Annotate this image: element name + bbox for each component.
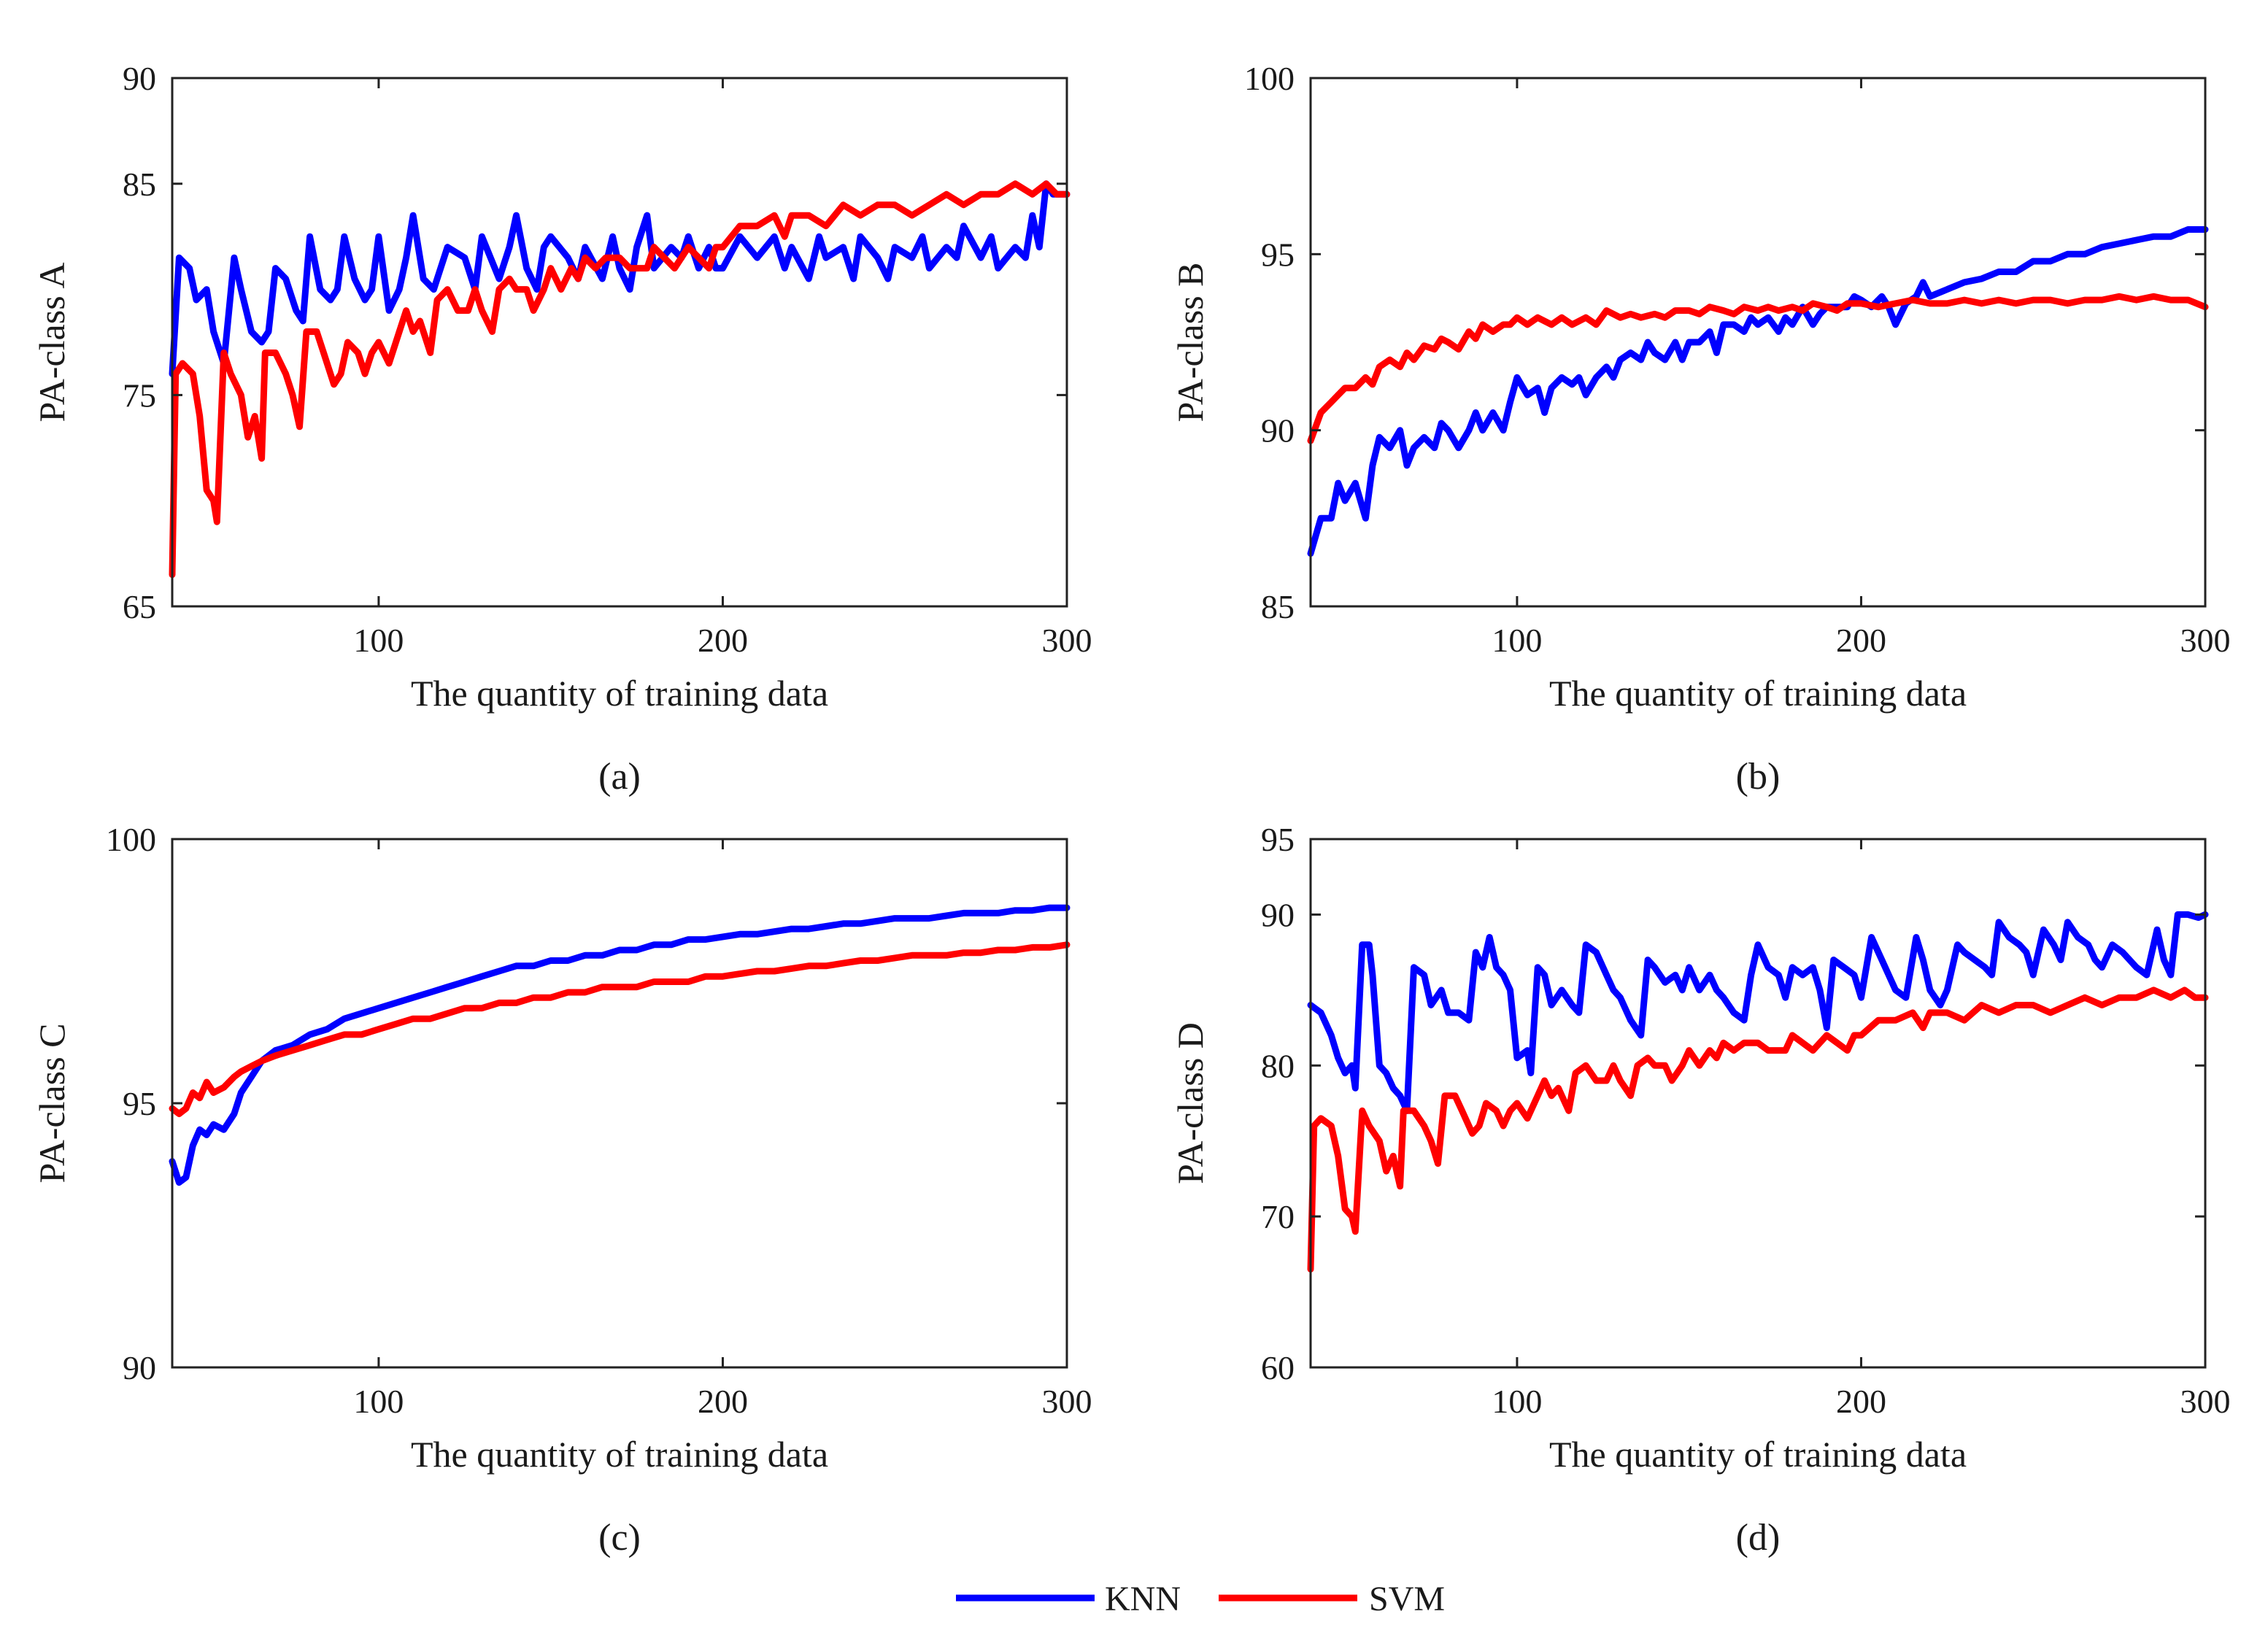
subplot-caption: (a) (598, 756, 641, 798)
y-tick-label: 70 (1261, 1198, 1295, 1235)
y-axis-label: PA-class B (1170, 262, 1211, 422)
y-tick-label: 60 (1261, 1349, 1295, 1386)
x-tick-label: 100 (353, 622, 404, 659)
y-tick-label: 80 (1261, 1047, 1295, 1084)
y-tick-label: 85 (1261, 588, 1295, 625)
y-tick-label: 85 (123, 166, 156, 203)
x-tick-label: 200 (698, 622, 748, 659)
legend-label-svm: SVM (1369, 1580, 1445, 1618)
x-tick-label: 300 (2180, 1383, 2231, 1420)
series-line-svm-a (169, 180, 1071, 579)
y-axis-label: PA-class D (1170, 1022, 1211, 1184)
y-axis-label: PA-class A (31, 262, 72, 422)
y-tick-label: 90 (123, 1349, 156, 1386)
y-tick-label: 65 (123, 588, 156, 625)
x-tick-label: 100 (353, 1383, 404, 1420)
series-line-svm-b (1307, 293, 2209, 444)
y-tick-label: 75 (123, 377, 156, 414)
subplot-a: 100 200 300 65 75 85 90 The quantity of trainin… (31, 60, 1092, 798)
subplot-caption: (c) (598, 1517, 641, 1559)
series-line-knn-c (169, 904, 1071, 1186)
x-tick-label: 200 (698, 1383, 748, 1420)
y-axis-label: PA-class C (31, 1023, 72, 1183)
subplot-caption: (d) (1736, 1517, 1781, 1559)
series-line-svm-c (169, 941, 1071, 1117)
x-tick-label: 100 (1492, 622, 1542, 659)
x-axis-label: The quantity of training data (411, 1434, 828, 1475)
y-tick-label: 90 (1261, 896, 1295, 933)
y-tick-label: 100 (106, 821, 156, 858)
x-tick-label: 300 (1042, 1383, 1092, 1420)
legend: KNN SVM (956, 1580, 1445, 1618)
plot-frame-b (1309, 77, 2207, 608)
y-tick-label: 95 (1261, 236, 1295, 273)
x-tick-label: 100 (1492, 1383, 1542, 1420)
x-axis-label: The quantity of training data (411, 673, 828, 714)
subplot-d: 100 200 300 60 70 80 90 95 The quantity of train… (1170, 821, 2231, 1559)
series-line-knn-d (1307, 911, 2209, 1114)
x-axis-label: The quantity of training data (1549, 673, 1967, 714)
subplot-caption: (b) (1736, 756, 1781, 798)
x-tick-label: 200 (1836, 622, 1886, 659)
y-tick-label: 90 (1261, 412, 1295, 449)
series-line-svm-d (1307, 986, 2209, 1273)
y-tick-label: 95 (123, 1085, 156, 1122)
x-tick-label: 300 (1042, 622, 1092, 659)
y-tick-label: 100 (1244, 60, 1295, 97)
x-axis-label: The quantity of training data (1549, 1434, 1967, 1475)
plot-frame-a (171, 77, 1068, 608)
x-tick-label: 200 (1836, 1383, 1886, 1420)
y-tick-label: 90 (123, 60, 156, 97)
y-tick-label: 95 (1261, 821, 1295, 858)
series-line-knn-a (169, 180, 1071, 377)
series-line-knn-b (1307, 226, 2209, 557)
plot-frame-d (1309, 838, 2207, 1369)
x-tick-label: 300 (2180, 622, 2231, 659)
legend-label-knn: KNN (1105, 1580, 1181, 1618)
